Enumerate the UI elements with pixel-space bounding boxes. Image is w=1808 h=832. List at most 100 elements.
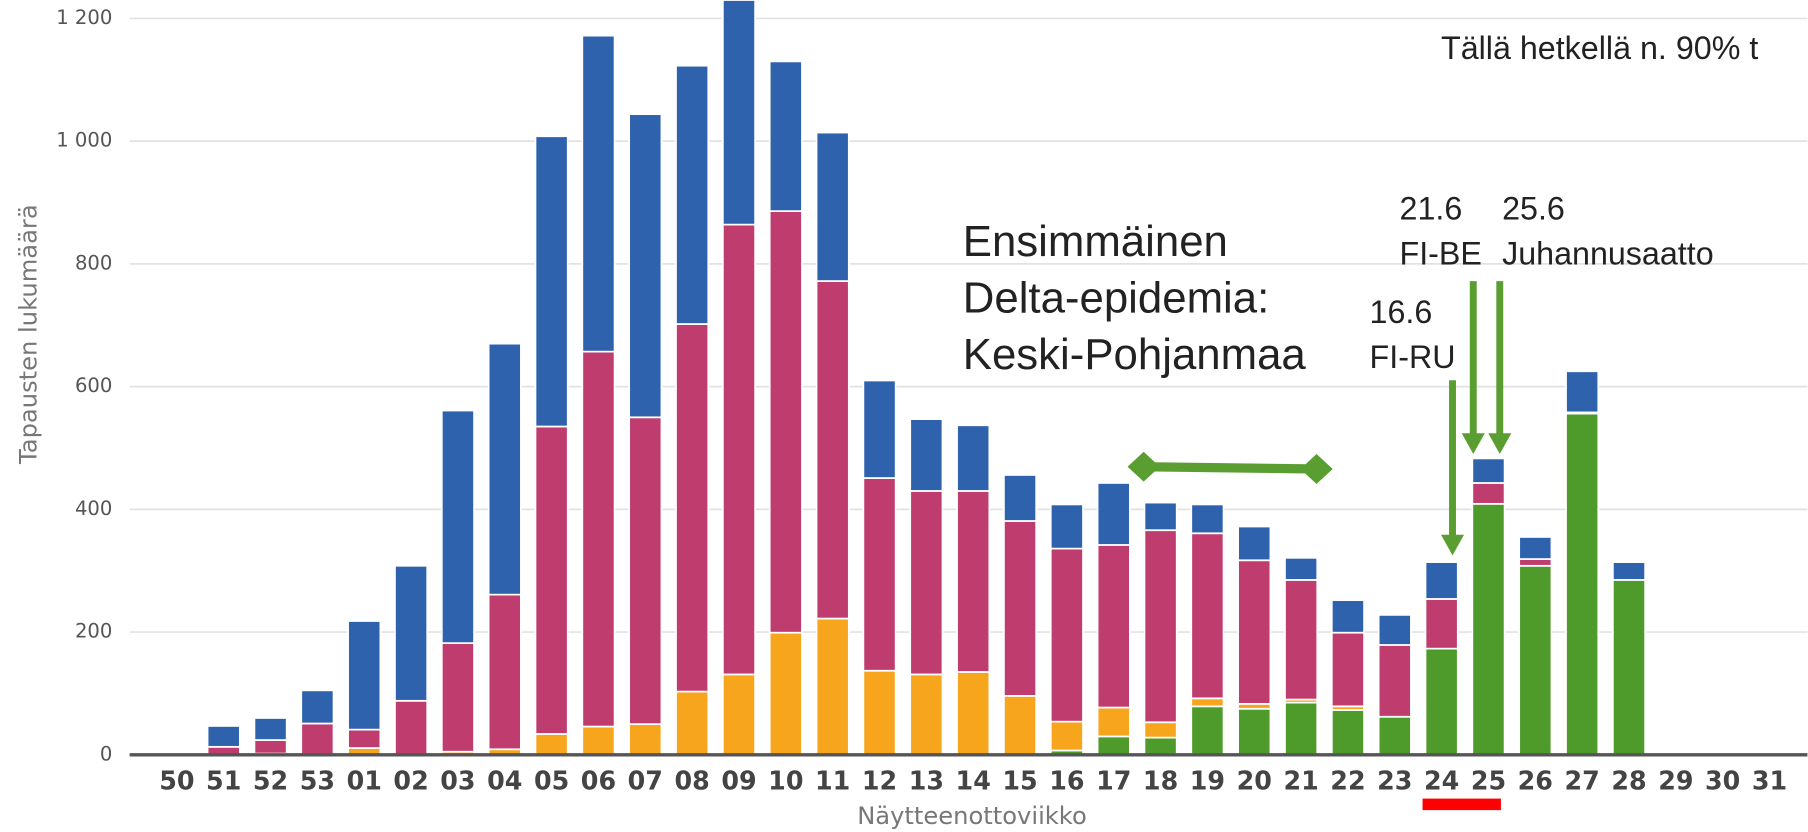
annotation: Tällä hetkellä n. 90% t	[1441, 30, 1758, 66]
x-tick-label: 19	[1190, 765, 1225, 795]
bar-segment	[862, 379, 897, 479]
bar-segment	[1424, 598, 1459, 650]
bar-segment	[1143, 529, 1178, 724]
x-tick-label: 25	[1471, 765, 1506, 795]
highlight-bar	[1422, 798, 1501, 811]
bar-segment	[1377, 644, 1412, 718]
bar-segment	[1190, 503, 1225, 535]
annotation: 21.6	[1400, 190, 1463, 226]
x-tick-label: 20	[1237, 765, 1272, 795]
bar-segment	[815, 131, 850, 282]
x-tick-label: 24	[1424, 765, 1459, 795]
bar-segment	[1518, 536, 1553, 560]
bar-segment	[1471, 457, 1506, 484]
x-tick-label: 51	[206, 765, 241, 795]
x-tick-label: 29	[1658, 765, 1693, 795]
bar-segment	[909, 490, 944, 676]
bar-segment	[534, 425, 569, 735]
y-tick-label: 1 000	[56, 129, 112, 152]
bar-segment	[394, 699, 429, 756]
bar-segment	[956, 671, 991, 756]
x-tick-label: 27	[1565, 765, 1600, 795]
bar-segment	[1143, 501, 1178, 532]
bar-segment	[675, 690, 710, 756]
bar-segment	[534, 135, 569, 428]
x-tick-label: 14	[956, 765, 991, 795]
bar-segment	[1003, 520, 1038, 697]
bar-segment	[394, 564, 429, 702]
x-tick-label: 18	[1143, 765, 1178, 795]
bar-segment	[347, 728, 382, 749]
bar-segment	[675, 323, 710, 693]
bar-segment	[1003, 474, 1038, 522]
bar-segment	[628, 113, 663, 419]
x-tick-label: 21	[1283, 765, 1318, 795]
bar-segment	[1518, 564, 1553, 756]
bar-segment	[1190, 705, 1225, 756]
bar-segment	[1096, 544, 1131, 709]
bar-segment	[487, 593, 522, 751]
bar-segment	[1471, 502, 1506, 756]
bar-segment	[721, 673, 756, 756]
bar-segment	[1330, 599, 1365, 634]
bar-segment	[1003, 695, 1038, 756]
x-tick-label: 03	[440, 765, 475, 795]
bar-segment	[1471, 482, 1506, 505]
bar-segment	[628, 416, 663, 725]
bar-segment	[253, 717, 288, 741]
bar-segment	[1612, 579, 1647, 756]
x-tick-label: 30	[1705, 765, 1740, 795]
x-axis-label: Näytteenottoviikko	[857, 802, 1087, 830]
bar-segment	[1190, 697, 1225, 708]
x-tick-label: 04	[487, 765, 522, 795]
bar-segment	[300, 689, 335, 725]
bar-segment	[721, 0, 756, 226]
annotations: Ensimmäinen Delta-epidemia: Keski-Pohjanma…	[963, 30, 1759, 379]
bar-segment	[1049, 547, 1084, 723]
y-tick-label: 400	[75, 497, 112, 520]
y-tick-label: 0	[100, 742, 112, 765]
bar-segment	[1284, 556, 1319, 581]
bar-segment	[1565, 370, 1600, 414]
bar-segment	[1049, 503, 1084, 550]
bar-segment	[815, 617, 850, 756]
bar-segment	[347, 620, 382, 731]
annotation: Delta-epidemia:	[963, 273, 1270, 322]
bar-segment	[1237, 525, 1272, 562]
bar-segment	[721, 223, 756, 676]
bar-segment	[1284, 579, 1319, 701]
bar-segment	[1143, 736, 1178, 756]
bar-segment	[206, 725, 241, 748]
bar-segment	[1237, 559, 1272, 705]
bar-segment	[1612, 561, 1647, 581]
bar-segment	[1424, 561, 1459, 600]
bar-segment	[581, 350, 616, 728]
x-tick-label: 26	[1518, 765, 1553, 795]
annotation: Juhannusaatto	[1502, 235, 1714, 271]
bar-segment	[1096, 482, 1131, 546]
annotation: 16.6	[1370, 294, 1433, 330]
x-tick-label: 53	[300, 765, 335, 795]
bar-segment	[1424, 647, 1459, 756]
bar-segment	[1330, 709, 1365, 756]
bar-segment	[956, 424, 991, 492]
x-tick-label: 28	[1611, 765, 1646, 795]
y-axis-label: Tapausten lukumäärä	[14, 204, 42, 465]
bar-segment	[1377, 614, 1412, 646]
bar-segment	[300, 722, 335, 756]
x-tick-label: 22	[1330, 765, 1365, 795]
annotation: Ensimmäinen	[963, 217, 1228, 266]
bar-segment	[1143, 721, 1178, 739]
bar-segment	[581, 725, 616, 756]
x-tick-label: 15	[1002, 765, 1037, 795]
x-tick-label: 17	[1096, 765, 1131, 795]
x-tick-label: 31	[1752, 765, 1787, 795]
bar-segment	[440, 642, 475, 753]
bar-segment	[628, 723, 663, 756]
x-tick-label: 16	[1049, 765, 1084, 795]
bar-segment	[862, 669, 897, 756]
x-tick-label: 08	[674, 765, 709, 795]
x-tick-label: 05	[534, 765, 569, 795]
